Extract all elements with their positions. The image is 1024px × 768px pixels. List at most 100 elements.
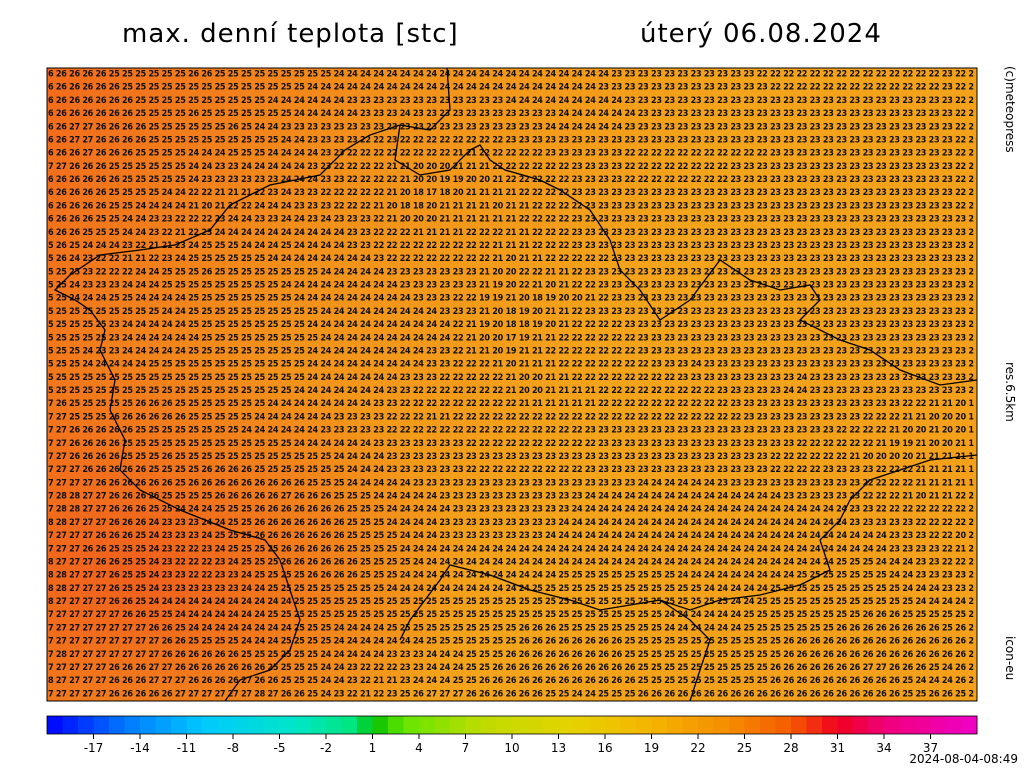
grid-row: 6 26 26 26 26 26 25 25 25 25 25 24 23 23… — [48, 175, 974, 185]
colorbar-segment — [310, 716, 327, 734]
date: úterý 06.08.2024 — [640, 19, 882, 49]
colorbar-segment — [186, 716, 203, 734]
colorbar-segment — [698, 716, 714, 734]
grid-row: 6 26 27 27 26 26 26 26 25 25 25 25 25 25… — [48, 122, 974, 132]
colorbar-segment — [512, 716, 528, 734]
colorbar-tick-label: -14 — [130, 741, 150, 755]
colorbar-tick-label: -17 — [84, 741, 104, 755]
colorbar-segment — [403, 716, 420, 734]
grid-row: 8 27 27 27 27 26 26 26 27 27 27 26 26 26… — [48, 676, 974, 686]
colorbar-tick-label: 28 — [783, 741, 798, 755]
colorbar-segment — [961, 716, 978, 734]
colorbar-segment — [682, 716, 699, 734]
colorbar-segment — [434, 716, 451, 734]
colorbar-tick-label: -11 — [177, 741, 197, 755]
grid-row: 7 27 26 26 26 25 25 25 25 25 25 24 24 23… — [48, 162, 974, 172]
colorbar-segment — [78, 716, 94, 734]
grid-row: 6 26 26 26 26 25 25 25 25 24 24 22 22 21… — [48, 188, 974, 198]
colorbar-tick-label: 34 — [876, 741, 891, 755]
colorbar-tick-label: -8 — [227, 741, 239, 755]
grid-row: 8 28 27 27 27 26 25 25 24 23 23 23 23 23… — [48, 584, 974, 594]
map: 6 26 26 26 26 25 25 25 25 25 25 26 26 25… — [47, 68, 977, 701]
grid-row: 8 27 27 27 26 26 25 25 24 23 22 22 22 23… — [48, 557, 974, 567]
grid-row: 7 27 25 25 25 26 26 26 26 26 26 25 25 25… — [48, 412, 974, 422]
colorbar-segment — [729, 716, 745, 734]
value-grid: 6 26 26 26 26 25 25 25 25 25 25 26 26 25… — [48, 70, 974, 700]
colorbar-segment — [419, 716, 435, 734]
grid-row: 5 25 25 25 25 25 25 25 25 24 24 25 25 25… — [48, 307, 974, 317]
colorbar-segment — [295, 716, 311, 734]
colorbar-segment — [481, 716, 497, 734]
border — [399, 454, 977, 641]
colorbar-segment — [124, 716, 141, 734]
colorbar-segment — [946, 716, 962, 734]
colorbar-segment — [822, 716, 838, 734]
colorbar-segment — [217, 716, 234, 734]
grid-row: 7 27 27 26 26 26 26 26 25 25 25 25 26 26… — [48, 465, 974, 475]
grid-row: 7 27 27 27 26 26 26 26 26 26 25 26 26 26… — [48, 478, 974, 488]
grid-row: 7 27 27 27 27 27 27 27 27 26 26 25 25 25… — [48, 637, 974, 647]
grid-row: 5 25 25 25 25 23 24 24 24 24 24 25 25 25… — [48, 320, 974, 330]
colorbar-segment — [558, 716, 575, 734]
colorbar-segment — [372, 716, 389, 734]
colorbar-segment — [713, 716, 730, 734]
colorbar-segment — [202, 716, 218, 734]
grid-row: 6 26 27 27 26 26 26 26 25 25 25 25 25 25… — [48, 135, 974, 145]
grid-row: 6 26 26 26 26 25 25 24 24 24 24 21 20 21… — [48, 201, 974, 211]
grid-row: 6 26 26 26 25 25 24 24 23 23 22 22 22 23… — [48, 215, 974, 225]
border — [53, 68, 451, 701]
colorbar-tick-label: 19 — [644, 741, 659, 755]
grid-row: 5 25 25 25 25 25 25 25 25 25 25 25 25 25… — [48, 373, 974, 383]
grid-row: 6 26 26 26 26 26 25 25 25 25 25 25 25 25… — [48, 83, 974, 93]
colorbar-segment — [899, 716, 916, 734]
colorbar-segment — [620, 716, 637, 734]
colorbar-segment — [93, 716, 110, 734]
colorbar-segment — [341, 716, 358, 734]
colorbar-segment — [868, 716, 885, 734]
grid-row: 7 28 28 27 27 26 26 26 26 25 25 25 25 26… — [48, 492, 974, 502]
grid-row: 5 25 24 23 23 23 24 24 24 25 25 25 25 25… — [48, 281, 974, 291]
colorbar-segment — [605, 716, 621, 734]
colorbar-segment — [155, 716, 172, 734]
colorbar-segment — [233, 716, 249, 734]
colorbar-segment — [806, 716, 823, 734]
resolution: res.6.5km — [1003, 362, 1017, 422]
colorbar-tick-label: 31 — [830, 741, 845, 755]
grid-row: 5 25 25 23 22 22 22 24 24 25 25 25 26 25… — [48, 267, 974, 277]
colorbar-segment — [636, 716, 652, 734]
colorbar-tick-label: 25 — [737, 741, 752, 755]
timestamp: 2024-08-04-08:49 — [909, 752, 1018, 766]
grid-row: 6 26 26 25 25 25 24 24 23 22 21 22 23 24… — [48, 228, 974, 238]
grid-row: 6 26 26 26 26 26 26 25 25 25 25 25 25 25… — [48, 96, 974, 106]
colorbar-segment — [744, 716, 761, 734]
colorbar-segment — [496, 716, 513, 734]
grid-row: 5 25 24 24 24 25 25 24 24 24 24 25 25 25… — [48, 294, 974, 304]
grid-row: 7 27 27 27 27 26 26 26 26 26 27 27 27 27… — [48, 689, 974, 699]
colorbar-segment — [760, 716, 776, 734]
grid-row: 5 26 25 24 24 24 23 22 21 21 23 24 25 25… — [48, 241, 974, 251]
grid-row: 5 25 25 24 23 23 24 24 24 24 24 25 25 25… — [48, 346, 974, 356]
grid-row: 7 27 27 27 27 27 27 27 26 26 25 24 24 24… — [48, 623, 974, 633]
grid-row: 5 25 25 25 25 25 25 25 25 25 25 25 25 25… — [48, 386, 974, 396]
colorbar-segment — [171, 716, 187, 734]
grid-row: 7 27 26 26 26 26 26 25 25 25 25 25 25 25… — [48, 426, 974, 436]
colorbar-segment — [791, 716, 807, 734]
grid-row: 5 25 25 25 25 23 24 24 24 24 24 24 25 25… — [48, 333, 974, 343]
colorbar-segment — [62, 716, 79, 734]
colorbar-segment — [589, 716, 606, 734]
grid-row: 7 26 25 25 25 25 25 26 26 26 25 25 25 25… — [48, 399, 974, 409]
colorbar-segment — [140, 716, 156, 734]
colorbar: -17 -14 -11 -8 -5 -2 1 4 7 10 13 16 19 22 25 28 31 34 37 — [46, 715, 978, 755]
grid-row: 6 26 26 27 26 26 26 25 25 25 25 24 24 24… — [48, 149, 974, 159]
colorbar-segment — [837, 716, 854, 734]
colorbar-tick-label: -2 — [320, 741, 332, 755]
colorbar-segment — [853, 716, 869, 734]
colorbar-tick-label: 16 — [597, 741, 612, 755]
grid-row: 5 25 25 24 24 24 24 24 25 25 25 25 25 25… — [48, 360, 974, 370]
colorbar-segment — [543, 716, 559, 734]
map-frame — [46, 67, 978, 702]
grid-row: 5 26 24 23 22 22 21 21 22 23 24 25 25 25… — [48, 254, 974, 264]
colorbar-segment — [248, 716, 265, 734]
grid-row: 7 27 26 26 26 26 25 25 25 26 25 25 25 25… — [48, 452, 974, 462]
